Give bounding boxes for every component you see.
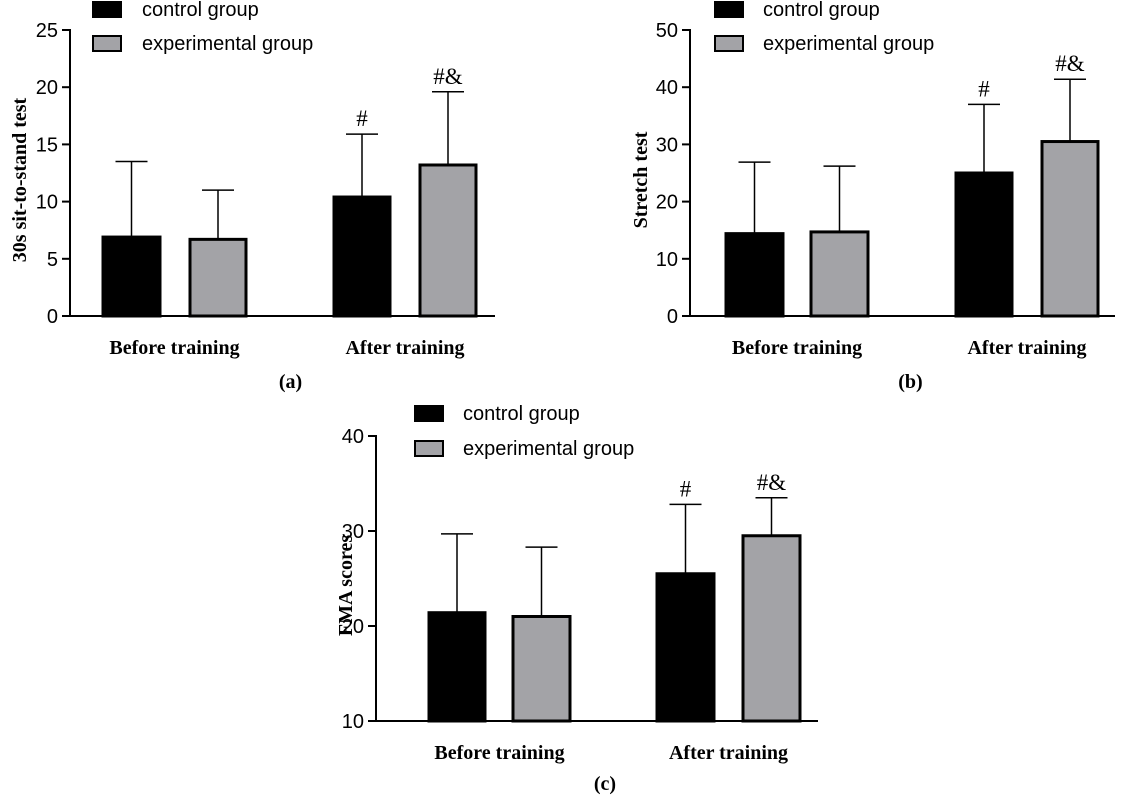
y-tick-label: 0 [667, 306, 678, 328]
bar-experimental [418, 163, 478, 318]
legend-swatch-experimental [92, 35, 122, 52]
chart-panel-a: control group experimental group 0 5 10 15 20 2… [9, 0, 495, 393]
y-tick-label: 15 [36, 134, 58, 156]
legend-label-experimental: experimental group [463, 438, 634, 460]
y-tick-label: 10 [342, 711, 364, 733]
legend: control group experimental group [714, 0, 934, 55]
legend-label-experimental: experimental group [763, 33, 934, 55]
bar-control [655, 572, 716, 723]
bar-control [724, 232, 785, 318]
legend-label-control: control group [463, 403, 580, 425]
bar-experimental [809, 230, 870, 318]
y-tick-label: 30 [342, 521, 364, 543]
bar-experimental [1040, 140, 1100, 318]
bar-control [332, 195, 392, 318]
y-tick-label: 10 [656, 249, 678, 271]
y-tick-label: 10 [36, 192, 58, 214]
bar-control [427, 611, 487, 723]
y-tick-label: 30 [656, 134, 678, 156]
legend: control group experimental group [92, 0, 313, 55]
legend-swatch-control [92, 1, 122, 18]
legend-swatch-control [714, 1, 744, 18]
y-axis-title: FMA scores [335, 535, 357, 636]
y-axis-title: Stretch test [630, 131, 652, 228]
bar-experimental [188, 237, 248, 318]
bar-control [101, 235, 162, 318]
bar-experimental [511, 615, 572, 723]
legend-swatch-experimental [714, 35, 744, 52]
legend-label-control: control group [763, 0, 880, 21]
bar-experimental [741, 534, 802, 723]
legend: control group experimental group [414, 403, 634, 460]
significance-label-control: # [978, 76, 990, 101]
legend-label-control: control group [142, 0, 259, 21]
y-axis-title: 30s sit-to-stand test [9, 97, 31, 262]
legend-swatch-experimental [414, 440, 444, 457]
x-category-label: Before training [109, 337, 239, 359]
significance-label-control: # [356, 106, 368, 131]
y-tick-label: 20 [656, 192, 678, 214]
significance-label-experimental: #& [433, 64, 463, 89]
significance-label-control: # [680, 476, 692, 501]
y-tick-label: 20 [36, 77, 58, 99]
panel-label: (b) [898, 371, 922, 393]
bar-control [954, 171, 1014, 318]
y-tick-label: 20 [342, 616, 364, 638]
panel-label: (a) [279, 371, 302, 393]
x-category-label: After training [669, 742, 788, 764]
y-tick-label: 0 [47, 306, 58, 328]
legend-label-experimental: experimental group [142, 33, 313, 55]
chart-panel-c: control group experimental group 10 20 30 40 F… [335, 403, 818, 795]
chart-panel-b: control group experimental group 0 10 20 30 40… [630, 0, 1115, 393]
x-category-label: Before training [732, 337, 862, 359]
y-tick-label: 25 [36, 20, 58, 42]
y-tick-label: 40 [342, 426, 364, 448]
y-tick-label: 40 [656, 77, 678, 99]
legend-swatch-control [414, 405, 444, 422]
x-category-label: Before training [434, 742, 564, 764]
panel-label: (c) [594, 773, 616, 795]
y-tick-label: 5 [47, 249, 58, 271]
y-tick-label: 50 [656, 20, 678, 42]
significance-label-experimental: #& [1055, 51, 1085, 76]
x-category-label: After training [967, 337, 1086, 359]
significance-label-experimental: #& [757, 470, 787, 495]
x-category-label: After training [345, 337, 464, 359]
